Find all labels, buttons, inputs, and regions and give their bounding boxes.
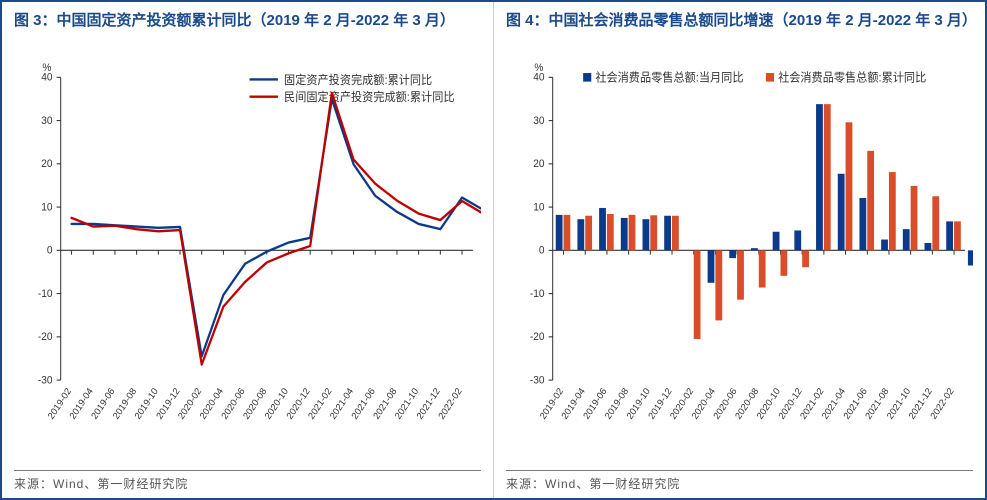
panel-figure-3: 图 3：中国固定资产投资额累计同比（2019 年 2 月-2022 年 3 月）… xyxy=(2,2,494,498)
svg-text:20: 20 xyxy=(41,159,52,170)
svg-text:0: 0 xyxy=(47,245,53,256)
figure-4-title: 图 4：中国社会消费品零售总额同比增速（2019 年 2 月-2022 年 3 … xyxy=(506,10,973,54)
svg-text:30: 30 xyxy=(533,116,544,127)
svg-text:10: 10 xyxy=(41,202,52,213)
svg-text:20: 20 xyxy=(533,159,544,170)
svg-text:30: 30 xyxy=(41,116,52,127)
figure-4-chart: %-30-20-100102030402019-022019-042019-06… xyxy=(506,58,973,466)
figure-4-source: 来源：Wind、第一财经研究院 xyxy=(506,470,973,492)
svg-text:-30: -30 xyxy=(38,375,53,386)
svg-text:-20: -20 xyxy=(38,332,53,343)
svg-text:-10: -10 xyxy=(38,289,53,300)
svg-text:40: 40 xyxy=(533,72,544,83)
figure-pair-container: 图 3：中国固定资产投资额累计同比（2019 年 2 月-2022 年 3 月）… xyxy=(0,0,987,500)
svg-text:民间固定资产投资完成额:累计同比: 民间固定资产投资完成额:累计同比 xyxy=(284,90,454,104)
figure-3-chart: %-30-20-100102030402019-022019-042019-06… xyxy=(14,58,481,466)
svg-text:-20: -20 xyxy=(530,332,545,343)
panel-figure-4: 图 4：中国社会消费品零售总额同比增速（2019 年 2 月-2022 年 3 … xyxy=(494,2,985,498)
figure-3-title: 图 3：中国固定资产投资额累计同比（2019 年 2 月-2022 年 3 月） xyxy=(14,10,481,54)
svg-text:-30: -30 xyxy=(530,375,545,386)
svg-text:社会消费品零售总额:累计同比: 社会消费品零售总额:累计同比 xyxy=(778,70,926,84)
svg-text:0: 0 xyxy=(539,245,545,256)
svg-text:10: 10 xyxy=(533,202,544,213)
svg-text:-10: -10 xyxy=(530,289,545,300)
svg-text:固定资产投资完成额:累计同比: 固定资产投资完成额:累计同比 xyxy=(284,72,432,86)
svg-text:社会消费品零售总额:当月同比: 社会消费品零售总额:当月同比 xyxy=(595,70,743,84)
figure-3-source: 来源：Wind、第一财经研究院 xyxy=(14,470,481,492)
svg-text:40: 40 xyxy=(41,72,52,83)
